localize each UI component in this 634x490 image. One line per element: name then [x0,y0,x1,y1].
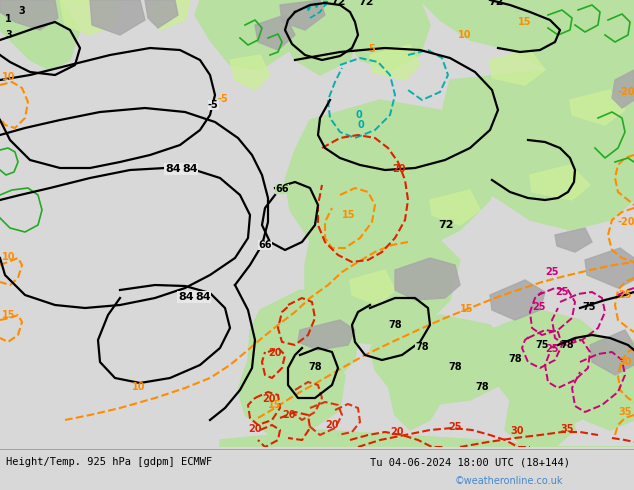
Text: Height/Temp. 925 hPa [gdpm] ECMWF: Height/Temp. 925 hPa [gdpm] ECMWF [6,457,212,467]
Text: 15: 15 [518,17,531,27]
Polygon shape [568,340,634,430]
Text: 78: 78 [475,382,489,392]
Polygon shape [60,0,120,35]
Text: 1: 1 [5,14,12,24]
Polygon shape [150,0,190,30]
Text: ©weatheronline.co.uk: ©weatheronline.co.uk [455,476,564,487]
Text: 25: 25 [545,267,559,277]
Text: 10: 10 [2,72,15,82]
Text: -5: -5 [208,100,219,110]
Text: 30: 30 [510,426,524,436]
Polygon shape [480,310,620,425]
Text: 72: 72 [438,220,453,230]
Polygon shape [350,270,395,305]
Polygon shape [298,320,355,350]
Text: 84: 84 [195,292,210,302]
Text: 25: 25 [532,302,545,312]
Polygon shape [530,165,590,200]
Text: 20: 20 [282,410,295,420]
Text: 25: 25 [448,422,462,432]
Text: 72: 72 [488,0,503,7]
Polygon shape [490,50,545,85]
Text: 3: 3 [18,6,25,16]
Text: 10: 10 [2,252,15,262]
Text: 35: 35 [618,407,631,417]
Text: 3: 3 [5,30,12,40]
Text: 15: 15 [342,210,356,220]
Text: 25: 25 [545,344,559,354]
Polygon shape [305,230,460,345]
Text: 10: 10 [458,30,472,40]
Text: -20: -20 [618,87,634,97]
Polygon shape [490,280,545,320]
Text: 0: 0 [355,110,362,120]
Polygon shape [612,70,634,108]
Text: 20: 20 [262,394,276,404]
Polygon shape [420,0,634,90]
Polygon shape [145,0,178,28]
Text: 78: 78 [448,362,462,372]
Text: -5: -5 [218,94,229,104]
Text: 35: 35 [560,424,574,434]
Polygon shape [90,0,145,35]
Text: 75: 75 [582,302,595,312]
Text: 15: 15 [460,304,474,314]
Text: 20: 20 [268,348,281,358]
Text: 66: 66 [275,184,288,194]
Polygon shape [570,90,625,125]
Text: 78: 78 [560,340,574,350]
Text: 72: 72 [330,0,346,7]
Polygon shape [280,0,325,30]
Polygon shape [370,315,510,405]
Polygon shape [430,190,480,225]
Text: 20: 20 [325,420,339,430]
Polygon shape [195,0,300,70]
Polygon shape [255,15,295,50]
Text: 30: 30 [618,357,631,367]
Polygon shape [340,0,430,70]
Polygon shape [590,330,634,375]
Text: 66: 66 [258,240,271,250]
Text: 84: 84 [178,292,193,302]
Text: 84: 84 [165,164,181,174]
Text: 15: 15 [268,400,281,410]
Polygon shape [0,0,30,25]
Polygon shape [285,100,500,260]
Polygon shape [220,430,634,447]
Polygon shape [248,290,360,395]
Text: 72: 72 [518,0,533,2]
Polygon shape [440,70,634,230]
Polygon shape [555,228,592,252]
Text: 15: 15 [2,310,15,320]
Polygon shape [0,0,58,30]
Text: 84: 84 [182,164,198,174]
Polygon shape [230,55,270,90]
Text: -20: -20 [618,217,634,227]
Text: 10: 10 [132,382,145,392]
Polygon shape [238,345,345,435]
Text: 20: 20 [390,427,403,437]
Text: 20: 20 [392,164,406,174]
Text: 78: 78 [388,320,401,330]
Text: 25: 25 [555,287,569,297]
Text: 78: 78 [308,362,321,372]
Text: 20: 20 [248,424,261,434]
Text: Tu 04-06-2024 18:00 UTC (18+144): Tu 04-06-2024 18:00 UTC (18+144) [370,457,570,467]
Text: 25: 25 [618,290,631,300]
Polygon shape [395,258,460,300]
Polygon shape [585,248,634,288]
Text: 78: 78 [508,354,522,364]
Text: 78: 78 [415,342,429,352]
Text: 72: 72 [358,0,373,7]
Polygon shape [590,30,634,130]
Polygon shape [370,45,420,80]
Text: 5: 5 [368,44,375,54]
Polygon shape [505,390,575,447]
Text: 75: 75 [535,340,548,350]
Polygon shape [388,340,445,430]
Polygon shape [280,0,360,75]
Polygon shape [0,0,80,70]
Text: 0: 0 [358,120,365,130]
